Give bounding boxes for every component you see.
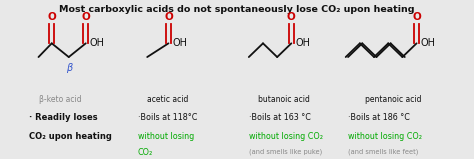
Text: CO₂: CO₂ <box>138 148 153 157</box>
Text: CO₂ upon heating: CO₂ upon heating <box>29 132 112 141</box>
Text: O: O <box>412 12 421 22</box>
Text: (and smells like puke): (and smells like puke) <box>249 148 322 155</box>
Text: OH: OH <box>295 38 310 48</box>
Text: Most carboxylic acids do not spontaneously lose CO₂ upon heating: Most carboxylic acids do not spontaneous… <box>59 5 415 14</box>
Text: OH: OH <box>90 38 105 48</box>
Text: β: β <box>65 63 72 73</box>
Text: ·Boils at 186 °C: ·Boils at 186 °C <box>348 113 410 122</box>
Text: O: O <box>47 12 56 22</box>
Text: pentanoic acid: pentanoic acid <box>365 95 421 104</box>
Text: O: O <box>82 12 90 22</box>
Text: OH: OH <box>420 38 436 48</box>
Text: (and smells like feet): (and smells like feet) <box>348 148 419 155</box>
Text: without losing CO₂: without losing CO₂ <box>348 132 422 141</box>
Text: OH: OH <box>172 38 187 48</box>
Text: without losing CO₂: without losing CO₂ <box>249 132 323 141</box>
Text: · Readily loses: · Readily loses <box>29 113 98 122</box>
Text: without losing: without losing <box>138 132 194 141</box>
Text: O: O <box>164 12 173 22</box>
Text: β-keto acid: β-keto acid <box>38 95 81 104</box>
Text: O: O <box>287 12 296 22</box>
Text: acetic acid: acetic acid <box>147 95 189 104</box>
Text: ·Boils at 163 °C: ·Boils at 163 °C <box>249 113 310 122</box>
Text: ·Boils at 118°C: ·Boils at 118°C <box>138 113 197 122</box>
Text: butanoic acid: butanoic acid <box>258 95 310 104</box>
